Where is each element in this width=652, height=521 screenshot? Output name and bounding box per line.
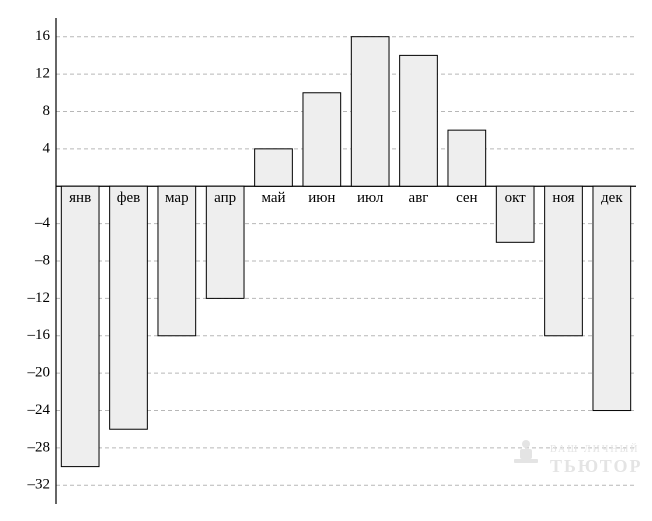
y-tick-label: –8 (34, 252, 50, 268)
x-tick-label: дек (601, 190, 623, 206)
bar (110, 186, 148, 429)
bar (593, 186, 631, 410)
y-tick-label: 8 (43, 103, 51, 119)
y-tick-label: 4 (43, 140, 51, 156)
x-tick-label: июл (357, 190, 384, 206)
bar (351, 37, 389, 187)
chart-svg: ВАШ ЛИЧНЫЙТЬЮТОР янв фев мар апр май июн июл авг… (10, 10, 642, 511)
bar (545, 186, 583, 336)
y-tick-label: 12 (35, 66, 50, 82)
x-tick-label: июн (308, 190, 335, 206)
watermark-line2: ТЬЮТОР (550, 456, 642, 476)
x-tick-label: янв (69, 190, 91, 206)
x-tick-label: фев (117, 190, 140, 206)
y-tick-label: –16 (27, 327, 51, 343)
bar (303, 93, 341, 186)
bar (255, 149, 293, 186)
x-tick-label: апр (214, 190, 236, 206)
bar (158, 186, 196, 336)
bar (400, 55, 438, 186)
monthly-bar-chart: ВАШ ЛИЧНЫЙТЬЮТОР янв фев мар апр май июн июл авг… (10, 10, 642, 511)
x-tick-label: сен (456, 190, 478, 206)
x-tick-label: ноя (552, 190, 574, 206)
x-tick-label: май (261, 190, 285, 206)
y-tick-label: –32 (27, 477, 51, 493)
y-tick-label: –24 (27, 402, 51, 418)
y-tick-label: –28 (27, 439, 51, 455)
x-tick-label: мар (165, 190, 189, 206)
bar (61, 186, 99, 466)
bar (448, 130, 486, 186)
y-tick-label: –20 (27, 365, 51, 381)
y-tick-label: –12 (27, 290, 51, 306)
x-tick-label: авг (409, 190, 429, 206)
watermark-line1: ВАШ ЛИЧНЫЙ (550, 443, 640, 455)
y-tick-label: –4 (34, 215, 51, 231)
x-tick-label: окт (505, 190, 527, 206)
y-tick-label: 16 (35, 28, 51, 44)
